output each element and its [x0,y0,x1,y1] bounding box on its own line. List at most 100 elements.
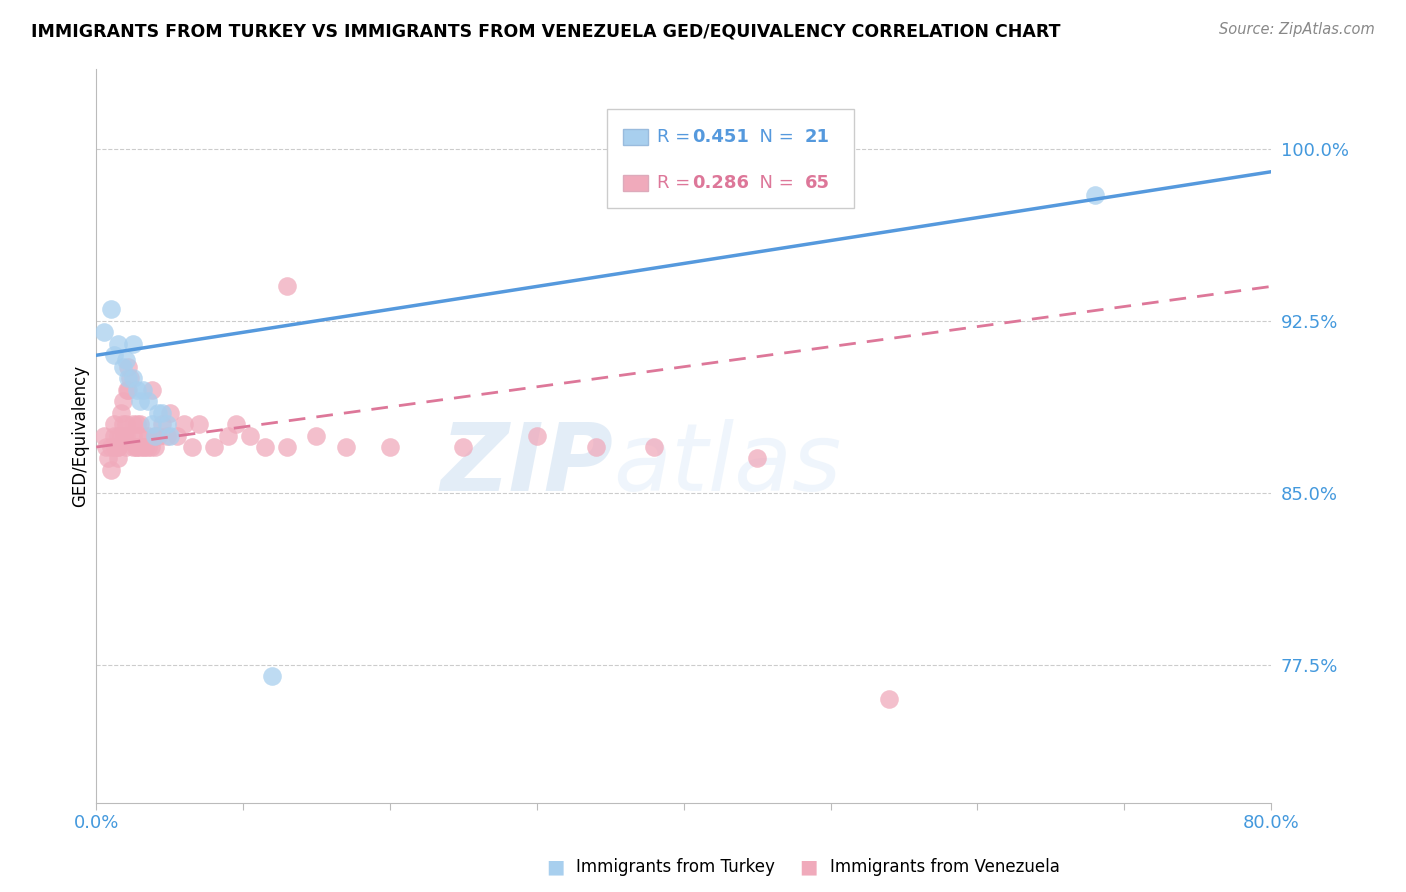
Point [141,383,163,397]
FancyBboxPatch shape [607,109,853,208]
Point [335,440,357,454]
Point [134,440,156,454]
Text: IMMIGRANTS FROM TURKEY VS IMMIGRANTS FROM VENEZUELA GED/EQUIVALENCY CORRELATION : IMMIGRANTS FROM TURKEY VS IMMIGRANTS FRO… [31,22,1060,40]
Text: Immigrants from Turkey: Immigrants from Turkey [576,858,775,876]
Y-axis label: GED/Equivalency: GED/Equivalency [72,365,89,507]
Point [114,352,136,367]
Point [146,428,169,442]
Point [136,428,159,442]
Point [127,417,149,431]
Point [107,440,129,454]
Point [745,451,768,466]
Point [117,371,139,385]
Point [585,440,607,454]
Point [156,417,179,431]
Point [305,428,328,442]
Text: 0.286: 0.286 [692,174,749,192]
Point [166,428,188,442]
Point [143,428,166,442]
Point [114,428,136,442]
Point [111,417,134,431]
Point [100,440,122,454]
Text: N =: N = [748,128,800,145]
Point [180,440,202,454]
Point [100,463,122,477]
Point [526,428,548,442]
Point [877,692,900,706]
Text: R =: R = [657,174,696,192]
Point [122,371,145,385]
Point [159,406,181,420]
Point [129,417,152,431]
Point [378,440,401,454]
Text: R =: R = [657,128,696,145]
Point [276,279,298,293]
Point [103,348,125,362]
Point [1084,187,1107,202]
Point [97,451,120,466]
Text: ■: ■ [546,857,565,877]
Text: atlas: atlas [613,419,841,510]
Point [136,440,159,454]
Point [110,406,132,420]
Point [114,440,136,454]
FancyBboxPatch shape [623,175,648,191]
Point [139,440,162,454]
Text: N =: N = [748,174,800,192]
Point [146,406,169,420]
Point [93,326,115,340]
Point [173,417,195,431]
Text: Source: ZipAtlas.com: Source: ZipAtlas.com [1219,22,1375,37]
Point [127,440,149,454]
Point [202,440,225,454]
Point [118,371,141,385]
Point [104,440,127,454]
Point [254,440,277,454]
Point [93,428,115,442]
Point [150,406,173,420]
Point [111,359,134,374]
Point [100,302,122,317]
Point [159,428,181,442]
Point [122,428,145,442]
Point [156,428,179,442]
Point [225,417,247,431]
Text: ZIP: ZIP [440,419,613,511]
Point [107,336,129,351]
Point [96,440,118,454]
Point [103,417,125,431]
Point [122,440,145,454]
Point [117,383,139,397]
Point [129,440,152,454]
Point [114,417,136,431]
Point [643,440,665,454]
Point [132,383,155,397]
Point [127,383,149,397]
Point [103,428,125,442]
Point [111,394,134,409]
Point [150,417,173,431]
Point [107,428,129,442]
Point [143,440,166,454]
Point [143,428,166,442]
Point [239,428,262,442]
Point [117,359,139,374]
Point [122,336,145,351]
Text: Immigrants from Venezuela: Immigrants from Venezuela [830,858,1059,876]
Text: ■: ■ [799,857,818,877]
Point [136,394,159,409]
Point [188,417,211,431]
Point [129,428,152,442]
Point [129,394,152,409]
Text: 65: 65 [804,174,830,192]
Point [122,417,145,431]
Point [115,383,138,397]
Point [125,440,148,454]
Point [141,417,163,431]
Point [262,669,284,683]
FancyBboxPatch shape [623,128,648,145]
Point [453,440,475,454]
Point [107,451,129,466]
Point [110,428,132,442]
Point [132,440,155,454]
